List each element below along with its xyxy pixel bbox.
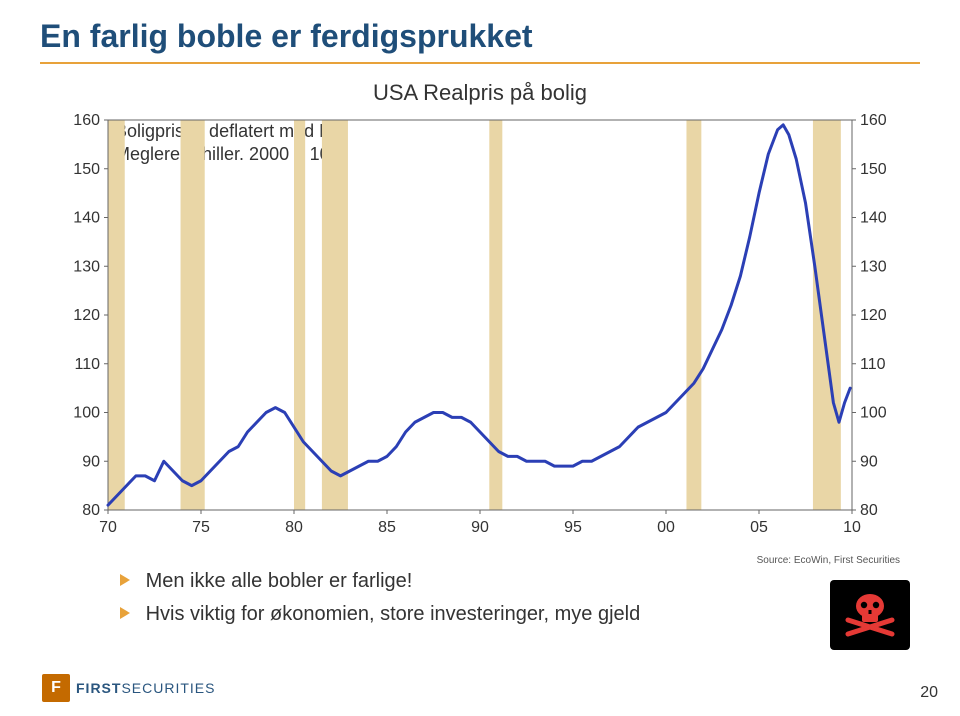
logo-text: FIRSTSECURITIES bbox=[76, 680, 215, 696]
skull-crossbones-icon bbox=[842, 590, 898, 640]
skull-image bbox=[830, 580, 910, 650]
bullet-item: Hvis viktig for økonomien, store investe… bbox=[120, 603, 640, 626]
svg-text:110: 110 bbox=[860, 356, 886, 373]
svg-text:160: 160 bbox=[73, 112, 100, 129]
svg-text:85: 85 bbox=[378, 519, 396, 536]
logo-second: SECURITIES bbox=[121, 680, 215, 696]
svg-text:120: 120 bbox=[73, 307, 100, 324]
logo-glyph-icon: F bbox=[42, 674, 70, 702]
svg-text:90: 90 bbox=[471, 519, 489, 536]
arrow-right-icon bbox=[120, 607, 130, 619]
svg-text:100: 100 bbox=[73, 405, 100, 422]
footer-logo: F FIRSTSECURITIES bbox=[42, 674, 215, 702]
svg-text:80: 80 bbox=[82, 502, 100, 519]
svg-text:150: 150 bbox=[860, 161, 887, 178]
arrow-right-icon bbox=[120, 574, 130, 586]
bullet-list: Men ikke alle bobler er farlige! Hvis vi… bbox=[120, 570, 640, 636]
page-number: 20 bbox=[920, 684, 938, 702]
svg-text:70: 70 bbox=[99, 519, 117, 536]
bullet-text: Hvis viktig for økonomien, store investe… bbox=[146, 603, 641, 625]
svg-text:130: 130 bbox=[860, 258, 887, 275]
svg-text:90: 90 bbox=[82, 453, 100, 470]
bullet-item: Men ikke alle bobler er farlige! bbox=[120, 570, 640, 593]
chart-area: 80 80 90 90 100 100 110 110 120 120 130 130 140 140 15… bbox=[60, 110, 900, 540]
svg-text:130: 130 bbox=[73, 258, 100, 275]
chart-title: USA Realpris på bolig bbox=[0, 80, 960, 106]
source-label: Source: EcoWin, First Securities bbox=[757, 555, 900, 566]
page-title: En farlig boble er ferdigsprukket bbox=[40, 18, 533, 55]
svg-text:80: 80 bbox=[285, 519, 303, 536]
svg-text:110: 110 bbox=[74, 356, 100, 373]
svg-text:100: 100 bbox=[860, 405, 887, 422]
svg-text:140: 140 bbox=[860, 210, 887, 227]
svg-text:150: 150 bbox=[73, 161, 100, 178]
slide: { "title": { "text": "En farlig boble er… bbox=[0, 0, 960, 716]
svg-text:10: 10 bbox=[843, 519, 861, 536]
svg-text:00: 00 bbox=[657, 519, 675, 536]
svg-text:05: 05 bbox=[750, 519, 768, 536]
svg-text:80: 80 bbox=[860, 502, 878, 519]
logo-first: FIRST bbox=[76, 680, 121, 696]
svg-text:75: 75 bbox=[192, 519, 210, 536]
svg-text:120: 120 bbox=[860, 307, 887, 324]
svg-text:90: 90 bbox=[860, 453, 878, 470]
line-chart: 80 80 90 90 100 100 110 110 120 120 130 130 140 140 15… bbox=[60, 110, 900, 540]
title-underline bbox=[40, 62, 920, 64]
svg-text:140: 140 bbox=[73, 210, 100, 227]
bullet-text: Men ikke alle bobler er farlige! bbox=[146, 570, 413, 592]
svg-text:95: 95 bbox=[564, 519, 582, 536]
svg-text:160: 160 bbox=[860, 112, 887, 129]
